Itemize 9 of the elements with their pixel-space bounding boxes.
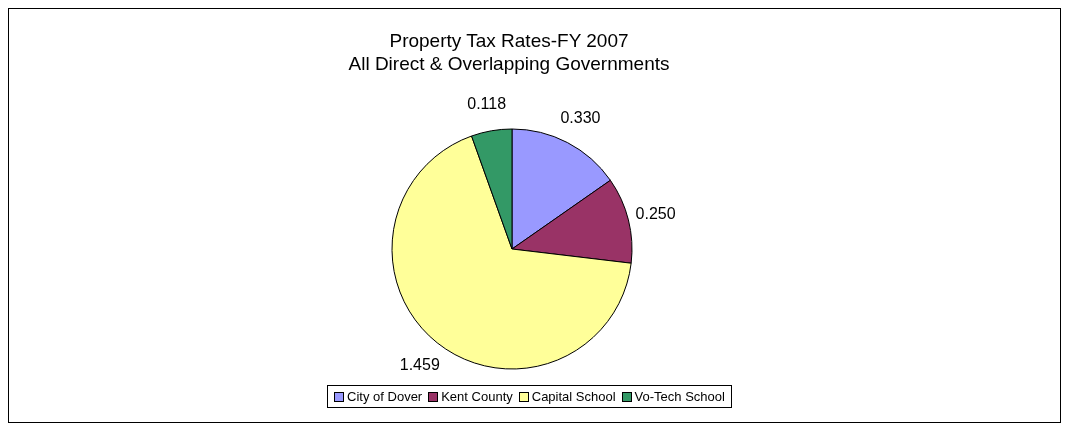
data-label: 0.118 bbox=[467, 94, 507, 112]
data-label: 0.250 bbox=[635, 204, 676, 222]
data-label: 0.330 bbox=[560, 109, 601, 127]
legend-label: City of Dover bbox=[346, 389, 423, 404]
data-label: 1.459 bbox=[399, 356, 440, 374]
legend-label: Kent County bbox=[440, 389, 513, 404]
chart-title: Property Tax Rates-FY 2007 All Direct & Overlapping Governments bbox=[348, 30, 670, 74]
legend-label: Vo-Tech School bbox=[633, 389, 725, 404]
legend-label: Capital School bbox=[530, 389, 616, 404]
